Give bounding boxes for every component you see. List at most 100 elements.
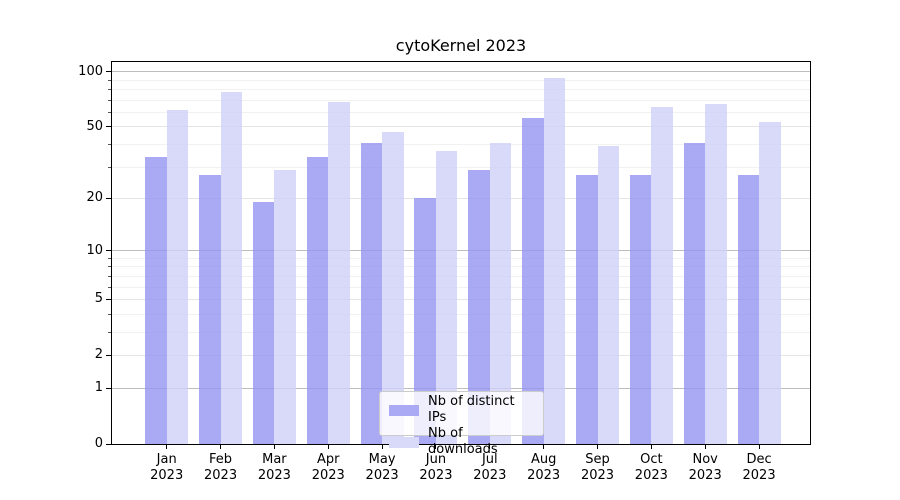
x-tick-mark-apr [327,445,329,449]
y-minor-tick-mark-9 [108,257,111,259]
bar-downloads-jul [489,142,512,444]
gridline-80 [112,89,810,91]
gridline-7 [112,275,810,277]
x-tick-mark-mar [273,445,275,449]
y-minor-tick-mark-4 [108,313,111,315]
x-tick-label-jul: Jul 2023 [473,452,507,483]
bar-downloads-sep [597,146,619,444]
x-tick-label-jun: Jun 2023 [419,452,453,483]
bar-distinct-ips-sep [576,175,598,444]
legend-swatch-downloads [389,436,419,448]
x-tick-label-mar: Mar 2023 [257,452,291,483]
y-minor-tick-mark-6 [108,286,111,288]
bar-distinct-ips-jan [145,157,167,444]
gridline-6 [112,286,810,288]
y-tick-label-100: 100 [78,63,103,79]
x-tick-label-nov: Nov 2023 [688,452,722,483]
x-tick-label-oct: Oct 2023 [634,452,668,483]
y-tick-label-0: 0 [94,436,103,451]
x-tick-mark-oct [650,445,652,449]
x-tick-mark-jan [166,445,168,449]
gridline-4 [112,313,810,315]
bar-distinct-ips-apr [306,157,329,444]
y-minor-tick-mark-80 [108,89,111,91]
chart-title: cytoKernel 2023 [395,36,527,55]
y-tick-mark-5 [106,298,111,300]
legend-item-distinct-ips: Nb of distinct IPs [389,394,534,426]
bar-downloads-jan [166,109,189,444]
y-tick-label-10: 10 [86,242,103,258]
y-tick-mark-1 [106,387,111,389]
gridline-8 [112,266,810,268]
gridline-70 [112,99,810,101]
gridline-1 [112,387,810,389]
bar-distinct-ips-oct [629,175,652,444]
x-tick-mark-jun [435,445,437,449]
x-tick-label-apr: Apr 2023 [311,452,345,483]
legend-label-downloads: Nb of downloads [428,426,498,457]
bar-distinct-ips-mar [252,202,275,444]
gridline-20 [112,197,810,199]
x-tick-label-feb: Feb 2023 [204,452,238,483]
bar-downloads-jun [435,150,458,444]
y-tick-label-50: 50 [86,118,103,134]
y-tick-mark-2 [106,354,111,356]
bar-downloads-nov [705,103,727,444]
x-tick-label-jan: Jan 2023 [150,452,184,483]
y-minor-tick-mark-8 [108,266,111,268]
gridline-60 [112,111,810,113]
y-tick-mark-50 [106,126,111,128]
x-tick-label-may: May 2023 [365,452,399,483]
gridline-5 [112,298,810,300]
gridline-50 [112,126,810,128]
legend-swatch-distinct-ips [389,404,419,416]
legend-item-downloads: Nb of downloads [389,426,534,458]
bar-downloads-dec [759,122,781,444]
gridline-30 [112,166,810,168]
x-tick-mark-feb [220,445,222,449]
y-tick-label-5: 5 [94,291,103,307]
y-tick-label-20: 20 [86,190,103,206]
y-tick-label-2: 2 [94,347,103,363]
bar-distinct-ips-dec [737,175,760,444]
y-minor-tick-mark-30 [108,166,111,168]
bar-downloads-mar [274,169,296,444]
plot-area: Nb of distinct IPs Nb of downloads [111,61,811,457]
y-tick-mark-20 [106,197,111,199]
bar-distinct-ips-aug [522,117,544,444]
gridline-9 [112,257,810,259]
gridline-40 [112,143,810,145]
x-tick-mark-may [381,445,383,449]
bar-downloads-apr [328,102,350,444]
gridline-100 [112,71,810,73]
y-minor-tick-mark-3 [108,331,111,333]
x-tick-mark-nov [704,445,706,449]
gridline-3 [112,331,810,333]
y-tick-mark-100 [106,71,111,73]
y-minor-tick-mark-60 [108,111,111,113]
x-tick-mark-dec [758,445,760,449]
y-tick-mark-0 [106,443,111,445]
gridline-90 [112,79,810,81]
bar-downloads-feb [220,91,243,444]
bar-distinct-ips-nov [683,142,706,444]
bar-distinct-ips-jun [414,198,436,444]
y-tick-label-1: 1 [94,380,103,396]
y-minor-tick-mark-40 [108,143,111,145]
bar-downloads-aug [543,77,566,444]
bar-distinct-ips-feb [199,175,221,444]
legend-label-distinct-ips: Nb of distinct IPs [428,394,515,425]
bar-downloads-may [382,131,404,444]
x-tick-label-aug: Aug 2023 [527,452,561,483]
y-minor-tick-mark-7 [108,275,111,277]
legend: Nb of distinct IPs Nb of downloads [379,391,544,457]
bar-downloads-oct [651,107,673,444]
y-minor-tick-mark-90 [108,79,111,81]
x-tick-mark-jul [489,445,491,449]
x-tick-label-sep: Sep 2023 [580,452,615,483]
gridline-10 [112,250,810,252]
x-tick-mark-sep [597,445,598,449]
y-tick-mark-10 [106,250,111,252]
gridline-2 [112,354,810,356]
